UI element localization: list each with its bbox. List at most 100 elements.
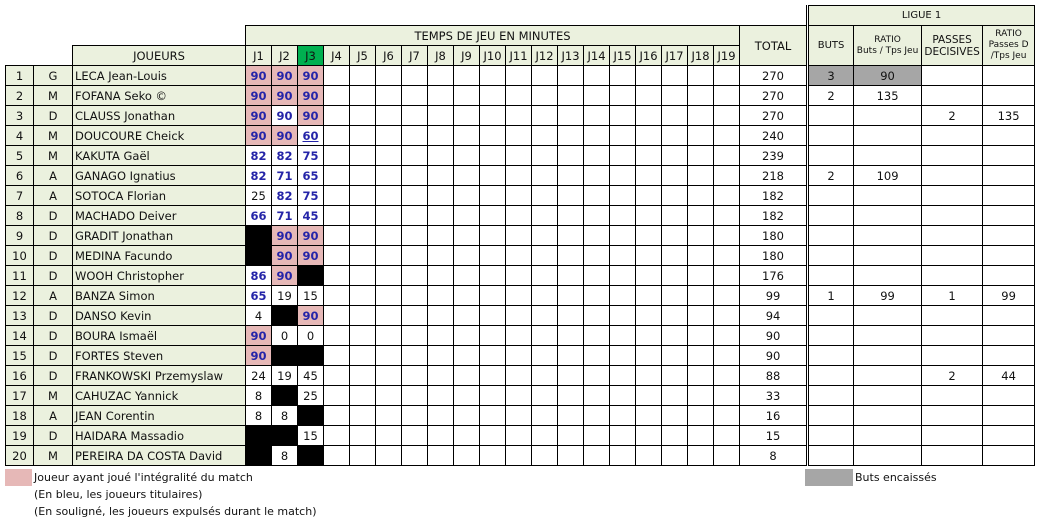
assists-ratio (982, 445, 1036, 466)
total-minutes-text: 16 (765, 408, 781, 423)
player-name: BANZA Simon (72, 285, 246, 306)
minutes-cell-text: 90 (276, 248, 293, 263)
minutes-cell: 90 (245, 125, 272, 146)
minutes-cell-empty (453, 125, 480, 146)
minutes-cell-empty (661, 285, 688, 306)
minutes-cell-empty (375, 345, 402, 366)
minutes-cell-empty (505, 265, 532, 286)
minutes-cell-empty (453, 185, 480, 206)
round-header-j3: J3 (297, 45, 324, 66)
minutes-cell-empty (401, 65, 428, 86)
minutes-cell-empty (531, 185, 558, 206)
minutes-cell-empty (453, 445, 480, 466)
round-header-j3-text: J3 (305, 48, 316, 63)
goals-text: 1 (827, 288, 835, 303)
minutes-cell-empty (505, 245, 532, 266)
player-position: D (33, 245, 73, 266)
minutes-cell-empty (531, 405, 558, 426)
minutes-cell-empty (583, 125, 610, 146)
minutes-cell-empty (401, 305, 428, 326)
minutes-cell-empty (661, 245, 688, 266)
minutes-cell-empty (609, 345, 636, 366)
minutes-cell-empty (349, 305, 376, 326)
minutes-cell-empty (609, 225, 636, 246)
minutes-cell-empty (557, 345, 584, 366)
minutes-cell: 90 (271, 245, 298, 266)
minutes-cell-empty (323, 245, 350, 266)
goals: 2 (806, 85, 855, 106)
minutes-cell (245, 225, 272, 246)
minutes-cell-empty (557, 65, 584, 86)
goals-ratio (853, 185, 923, 206)
round-header-j4: J4 (323, 45, 350, 66)
assists (921, 445, 984, 466)
player-row: 9 D GRADIT Jonathan 90 90 180 (5, 225, 1036, 246)
total-minutes: 270 (738, 105, 809, 126)
minutes-cell-empty (713, 65, 740, 86)
player-name-text: MACHADO Deiver (75, 208, 177, 223)
minutes-cell-text: 90 (302, 248, 319, 263)
round-header-j12: J12 (531, 45, 558, 66)
player-number-text: 5 (15, 148, 24, 163)
goals-ratio (853, 325, 923, 346)
minutes-cell-empty (401, 285, 428, 306)
total-minutes-text: 180 (762, 228, 784, 243)
player-number: 13 (5, 305, 34, 326)
minutes-cell-empty (349, 165, 376, 186)
minutes-cell: 90 (271, 65, 298, 86)
minutes-cell-empty (479, 285, 506, 306)
assists (921, 305, 984, 326)
minutes-cell-empty (479, 225, 506, 246)
player-position: D (33, 325, 73, 346)
minutes-cell-empty (687, 445, 714, 466)
player-position-text: D (48, 268, 58, 283)
minutes-cell-empty (427, 365, 454, 386)
minutes-cell-empty (583, 225, 610, 246)
assists: 1 (921, 285, 984, 306)
header-row-league: LIGUE 1 (6, 5, 1036, 26)
minutes-cell (271, 425, 298, 446)
minutes-cell-empty (479, 125, 506, 146)
player-name-text: GANAGO Ignatius (75, 168, 176, 183)
minutes-cell-empty (505, 125, 532, 146)
minutes-cell-empty (427, 385, 454, 406)
round-header-j13: J13 (557, 45, 584, 66)
minutes-cell: 82 (245, 145, 272, 166)
minutes-cell-empty (453, 105, 480, 126)
goals (806, 365, 855, 386)
minutes-cell-empty (609, 185, 636, 206)
goals-ratio: 90 (853, 65, 923, 86)
goals-header-text: BUTS (817, 40, 845, 51)
minutes-cell-empty (427, 405, 454, 426)
player-name-text: DANSO Kevin (75, 308, 152, 323)
minutes-cell-empty (479, 365, 506, 386)
assists-ratio (982, 205, 1036, 226)
minutes-cell-empty (375, 325, 402, 346)
minutes-cell-empty (661, 125, 688, 146)
minutes-cell-empty (635, 425, 662, 446)
minutes-cell-empty (661, 305, 688, 326)
minutes-cell-empty (479, 205, 506, 226)
minutes-cell-empty (349, 345, 376, 366)
minutes-cell-empty (375, 205, 402, 226)
minutes-cell-text: 75 (302, 188, 319, 203)
minutes-cell-empty (713, 425, 740, 446)
minutes-cell-text: 90 (276, 268, 293, 283)
minutes-cell-empty (375, 445, 402, 466)
minutes-cell-empty (323, 145, 350, 166)
minutes-cell-empty (713, 385, 740, 406)
assists-ratio: 99 (982, 285, 1036, 306)
player-name-text: JEAN Corentin (75, 408, 155, 423)
minutes-cell (271, 385, 298, 406)
minutes-cell-empty (427, 245, 454, 266)
minutes-cell (271, 345, 298, 366)
total-minutes-text: 94 (765, 308, 781, 323)
player-number-text: 19 (12, 428, 27, 443)
player-position: A (33, 285, 73, 306)
player-name: JEAN Corentin (72, 405, 246, 426)
minutes-cell-text: 66 (250, 208, 267, 223)
minutes-cell-empty (713, 265, 740, 286)
assists (921, 85, 984, 106)
minutes-cell-empty (375, 245, 402, 266)
goals (806, 125, 855, 146)
